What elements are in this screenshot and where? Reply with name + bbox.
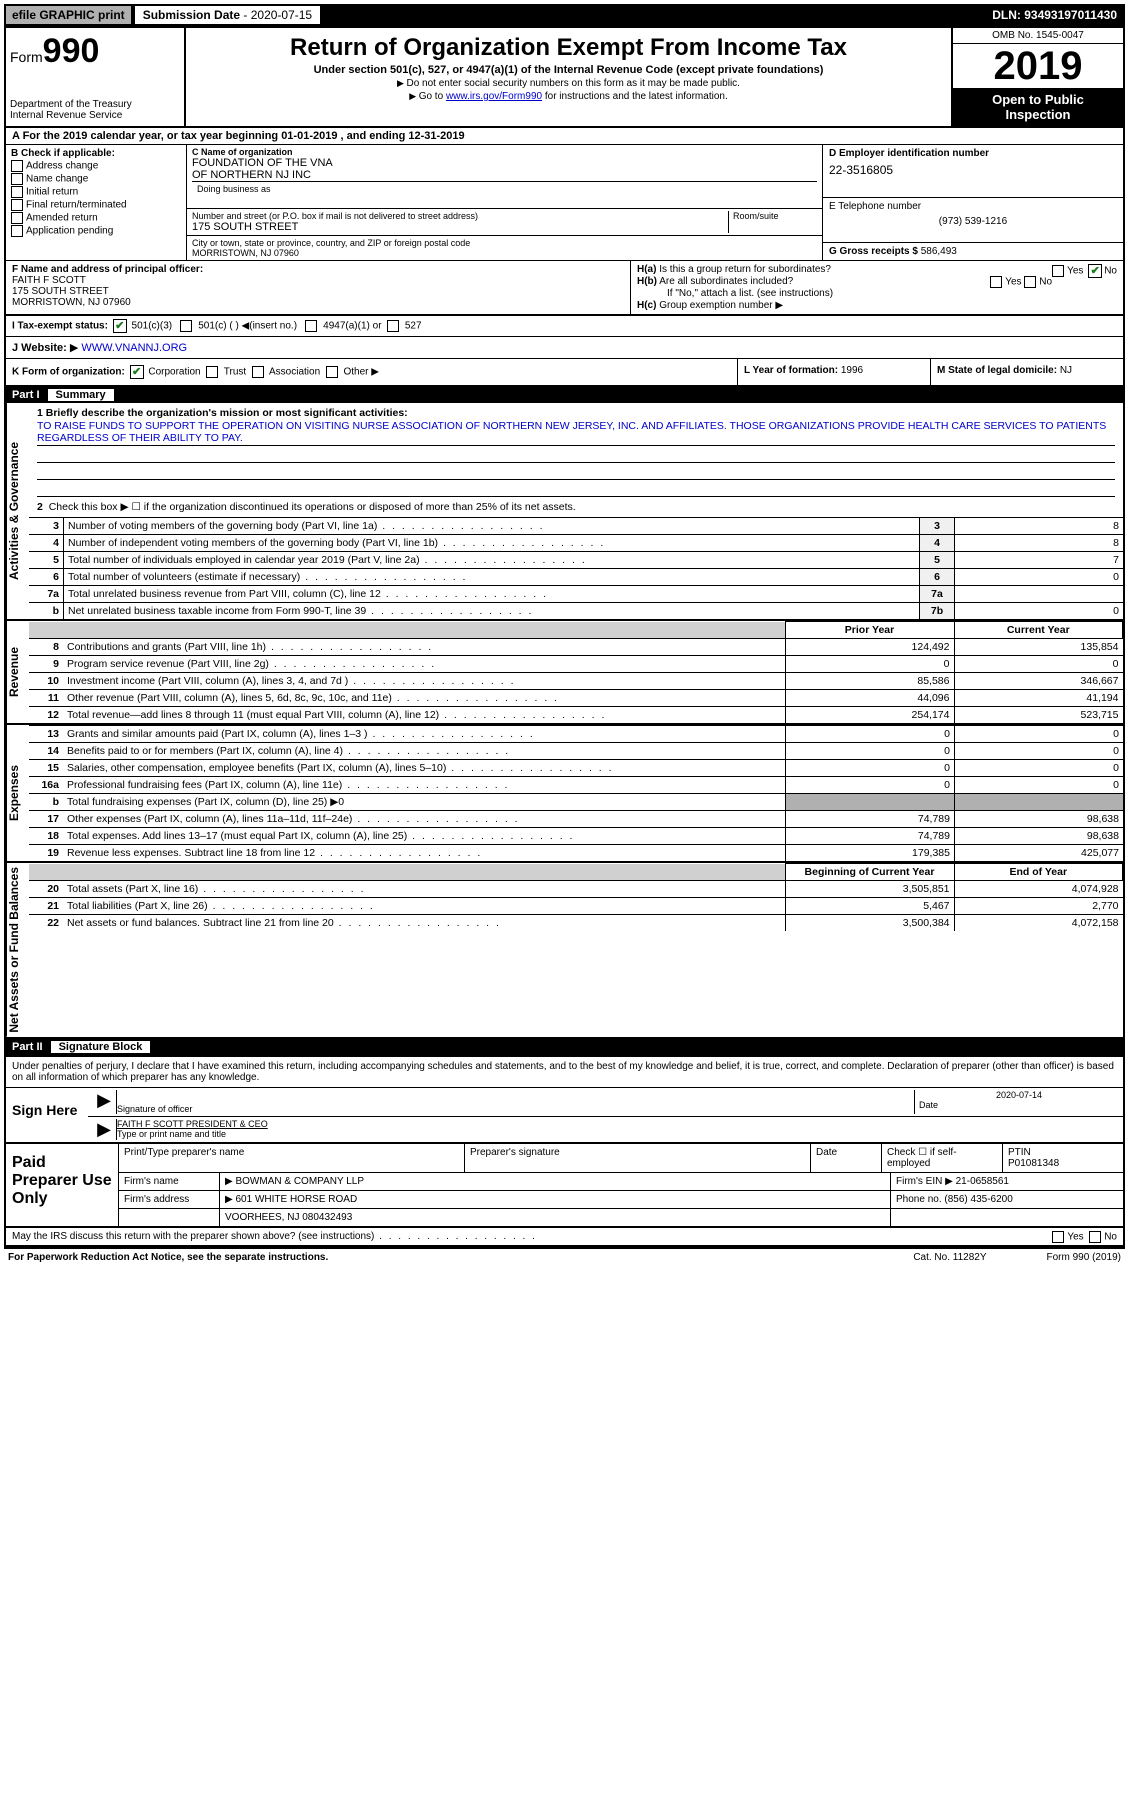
part2-header: Part IISignature Block	[6, 1039, 1123, 1055]
activities-table: 3Number of voting members of the governi…	[29, 517, 1123, 619]
tax-exempt-status: I Tax-exempt status: ✔ 501(c)(3) 501(c) …	[6, 316, 1123, 337]
irs-label: Internal Revenue Service	[10, 110, 180, 121]
sign-here-block: Sign Here ▶ Signature of officer 2020-07…	[6, 1087, 1123, 1144]
efile-label[interactable]: efile GRAPHIC print	[6, 6, 131, 24]
gross-receipts: G Gross receipts $ 586,493	[823, 243, 1123, 260]
page-footer: For Paperwork Reduction Act Notice, see …	[4, 1249, 1125, 1266]
chk-app-pending[interactable]: Application pending	[11, 225, 181, 237]
side-net-assets: Net Assets or Fund Balances	[6, 863, 29, 1037]
city-state-zip: MORRISTOWN, NJ 07960	[192, 248, 817, 258]
ssn-note: Do not enter social security numbers on …	[192, 78, 945, 89]
dln: DLN: 93493197011430	[992, 8, 1123, 22]
omb-number: OMB No. 1545-0047	[953, 28, 1123, 44]
mission-block: 1 Briefly describe the organization's mi…	[29, 403, 1123, 501]
principal-officer: F Name and address of principal officer:…	[6, 261, 631, 314]
paid-preparer-block: Paid Preparer Use Only Print/Type prepar…	[6, 1144, 1123, 1228]
part1-header: Part ISummary	[6, 387, 1123, 403]
ein-block: D Employer identification number 22-3516…	[823, 145, 1123, 198]
side-revenue: Revenue	[6, 621, 29, 723]
revenue-table: Prior YearCurrent Year 8Contributions an…	[29, 621, 1123, 723]
room-suite: Room/suite	[728, 211, 817, 233]
chk-amended[interactable]: Amended return	[11, 212, 181, 224]
section-b-checkboxes: B Check if applicable: Address change Na…	[6, 145, 187, 260]
form-subtitle: Under section 501(c), 527, or 4947(a)(1)…	[192, 64, 945, 76]
side-activities: Activities & Governance	[6, 403, 29, 619]
tax-year: 2019	[953, 44, 1123, 88]
chk-initial-return[interactable]: Initial return	[11, 186, 181, 198]
group-return-block: H(a) Is this a group return for subordin…	[631, 261, 1123, 314]
website-link[interactable]: WWW.VNANNJ.ORG	[81, 342, 187, 354]
form990-link[interactable]: www.irs.gov/Form990	[446, 91, 542, 102]
street-address: 175 SOUTH STREET	[192, 221, 728, 233]
row-a-tax-year: A For the 2019 calendar year, or tax yea…	[6, 128, 1123, 145]
chk-501c3[interactable]: ✔	[113, 319, 127, 333]
form-of-org: K Form of organization: ✔ Corporation Tr…	[6, 359, 737, 385]
org-name-block: C Name of organization FOUNDATION OF THE…	[187, 145, 822, 208]
discuss-row: May the IRS discuss this return with the…	[6, 1228, 1123, 1247]
chk-name-change[interactable]: Name change	[11, 173, 181, 185]
chk-final-return[interactable]: Final return/terminated	[11, 199, 181, 211]
open-to-public: Open to PublicInspection	[953, 88, 1123, 126]
net-assets-table: Beginning of Current YearEnd of Year 20T…	[29, 863, 1123, 931]
state-domicile: M State of legal domicile: NJ	[930, 359, 1123, 385]
website-row: J Website: ▶ WWW.VNANNJ.ORG	[6, 337, 1123, 359]
expenses-table: 13Grants and similar amounts paid (Part …	[29, 725, 1123, 861]
telephone-block: E Telephone number (973) 539-1216	[823, 198, 1123, 243]
year-formation: L Year of formation: 1996	[737, 359, 930, 385]
top-bar: efile GRAPHIC print Submission Date - 20…	[4, 4, 1125, 26]
chk-address-change[interactable]: Address change	[11, 160, 181, 172]
submission-date: Submission Date - 2020-07-15	[135, 6, 320, 24]
form-header: Form990 Department of the Treasury Inter…	[6, 28, 1123, 128]
form-title: Return of Organization Exempt From Incom…	[192, 34, 945, 62]
form-number: Form990	[10, 32, 180, 71]
penalty-statement: Under penalties of perjury, I declare th…	[6, 1055, 1123, 1087]
line-2: Check this box ▶ ☐ if the organization d…	[49, 501, 576, 513]
side-expenses: Expenses	[6, 725, 29, 861]
instructions-link-line: Go to www.irs.gov/Form990 for instructio…	[192, 91, 945, 102]
dept-treasury: Department of the Treasury	[10, 99, 180, 110]
